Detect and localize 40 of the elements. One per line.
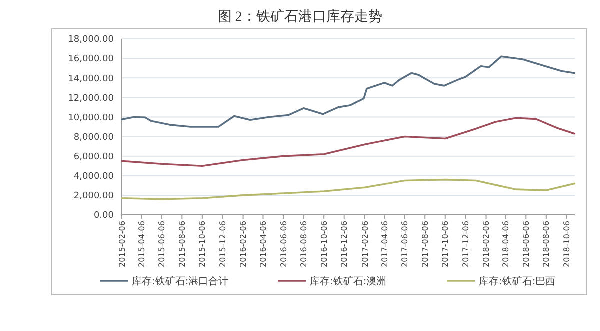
y-tick-label: 4,000.00 xyxy=(74,172,114,182)
y-tick-label: 0.00 xyxy=(94,211,114,222)
x-tick-label: 2015-10-06 xyxy=(198,221,208,268)
y-tick-label: 14,000.00 xyxy=(68,74,114,84)
y-tick-label: 16,000.00 xyxy=(68,54,114,65)
x-tick-label: 2015-04-06 xyxy=(137,221,146,268)
x-tick-label: 2016-12-06 xyxy=(340,221,350,268)
x-tick-label: 2017-12-06 xyxy=(461,221,470,268)
legend-label: 库存:铁矿石:澳洲 xyxy=(310,276,387,288)
y-tick-label: 12,000.00 xyxy=(68,94,114,104)
y-tick-label: 2,000.00 xyxy=(74,192,114,202)
x-tick-label: 2016-10-06 xyxy=(320,221,329,268)
x-tick-label: 2018-10-06 xyxy=(562,221,572,268)
x-tick-label: 2017-02-06 xyxy=(360,221,370,268)
x-tick-label: 2016-02-06 xyxy=(239,221,248,268)
x-tick-label: 2017-06-06 xyxy=(400,221,410,268)
x-tick-label: 2015-08-06 xyxy=(178,221,187,268)
x-tick-label: 2015-12-06 xyxy=(218,221,228,268)
x-tick-label: 2018-06-06 xyxy=(522,221,531,268)
x-tick-label: 2016-04-06 xyxy=(259,221,268,268)
x-tick-label: 2015-02-06 xyxy=(118,221,127,268)
y-tick-label: 6,000.00 xyxy=(74,152,114,162)
x-tick-label: 2017-10-06 xyxy=(441,221,450,268)
x-tick-label: 2016-08-06 xyxy=(300,221,309,268)
x-tick-label: 2018-08-06 xyxy=(542,221,552,268)
x-tick-label: 2015-06-06 xyxy=(158,221,167,268)
line-series xyxy=(121,178,576,200)
legend-label: 库存:铁矿石:港口合计 xyxy=(132,276,229,288)
y-tick-label: 8,000.00 xyxy=(74,132,114,143)
y-tick-label: 18,000.00 xyxy=(68,35,114,46)
line-series xyxy=(121,56,576,128)
legend-label: 库存:铁矿石:巴西 xyxy=(479,276,556,288)
x-tick-label: 2016-06-06 xyxy=(279,221,288,268)
y-tick-label: 10,000.00 xyxy=(68,113,114,124)
line-series xyxy=(121,117,576,168)
x-tick-label: 2017-04-06 xyxy=(380,221,390,268)
chart-title: 图 2：铁矿石港口库存走势 xyxy=(218,9,382,25)
x-tick-label: 2018-02-06 xyxy=(482,221,492,268)
x-tick-label: 2018-04-06 xyxy=(502,221,511,268)
x-tick-label: 2017-08-06 xyxy=(420,221,430,268)
